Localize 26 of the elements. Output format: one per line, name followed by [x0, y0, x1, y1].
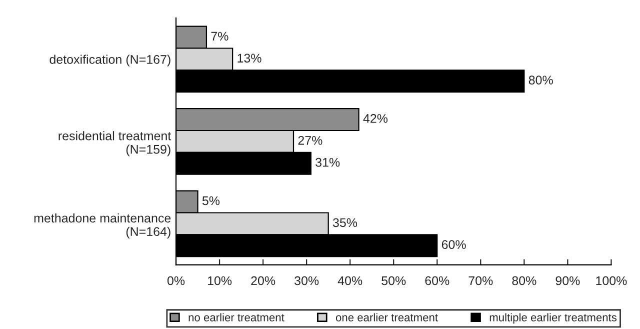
- data-label: 7%: [211, 32, 228, 41]
- legend-label: no earlier treatment: [188, 313, 284, 322]
- y-tick-label: methadone maintenance (N=164): [34, 213, 171, 238]
- x-tick-label: 10%: [208, 276, 232, 286]
- x-tick-label: 20%: [251, 276, 276, 286]
- data-label: 60%: [442, 240, 466, 250]
- data-label: 13%: [238, 54, 262, 63]
- data-label: 35%: [332, 218, 358, 228]
- y-tick-label: residential treatment (N=159): [58, 131, 172, 156]
- x-tick-label: 100%: [596, 276, 627, 286]
- data-label: 42%: [363, 114, 388, 123]
- x-tick-label: 50%: [382, 276, 406, 286]
- x-tick-label: 60%: [425, 276, 450, 286]
- x-tick-label: 0%: [167, 276, 185, 286]
- data-label: 31%: [316, 158, 340, 167]
- data-label: 27%: [298, 136, 322, 145]
- x-tick-label: 70%: [468, 276, 493, 286]
- x-tick-label: 90%: [556, 276, 580, 286]
- x-tick-label: 80%: [512, 276, 536, 286]
- x-tick-label: 30%: [294, 276, 319, 286]
- data-label: 80%: [528, 76, 553, 85]
- legend-label: multiple earlier treatments: [490, 313, 617, 324]
- y-tick-label: detoxification (N=167): [50, 54, 170, 66]
- legend-label: one earlier treatment: [336, 313, 438, 322]
- x-tick-label: 40%: [338, 276, 362, 286]
- data-label: 5%: [202, 196, 220, 206]
